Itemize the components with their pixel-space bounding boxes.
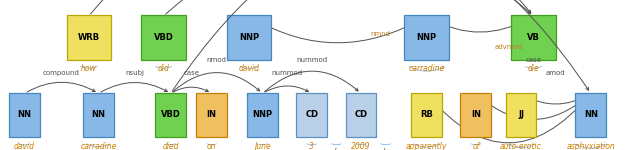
Text: NN: NN (18, 110, 31, 119)
FancyBboxPatch shape (575, 93, 606, 137)
Text: auto-erotic: auto-erotic (500, 142, 542, 150)
Text: advmod: advmod (495, 44, 523, 50)
Text: nummod: nummod (271, 70, 303, 76)
Text: how: how (81, 64, 97, 73)
Text: nsubj: nsubj (125, 70, 144, 76)
FancyBboxPatch shape (404, 15, 449, 60)
Text: die: die (527, 64, 540, 73)
Text: apparently: apparently (406, 142, 447, 150)
Text: NNP: NNP (417, 33, 436, 42)
Text: did: did (157, 64, 170, 73)
Text: IN: IN (471, 110, 481, 119)
Text: carradine: carradine (80, 142, 116, 150)
Text: CD: CD (355, 110, 367, 119)
Text: CD: CD (305, 110, 318, 119)
Text: on: on (207, 142, 216, 150)
FancyBboxPatch shape (247, 93, 278, 137)
Text: June: June (254, 142, 271, 150)
FancyBboxPatch shape (83, 93, 114, 137)
Text: JJ: JJ (518, 110, 524, 119)
FancyBboxPatch shape (156, 93, 186, 137)
Text: died: died (163, 142, 179, 150)
Text: NN: NN (584, 110, 598, 119)
FancyBboxPatch shape (506, 93, 536, 137)
Text: NNP: NNP (253, 110, 273, 119)
FancyBboxPatch shape (346, 93, 376, 137)
Text: 2009: 2009 (351, 142, 371, 150)
Text: david: david (14, 142, 35, 150)
Text: carradine: carradine (408, 64, 445, 73)
FancyBboxPatch shape (511, 15, 556, 60)
Text: asphyxiation: asphyxiation (566, 142, 615, 150)
Text: WRB: WRB (78, 33, 100, 42)
Text: case: case (525, 57, 541, 63)
Text: NN: NN (92, 110, 106, 119)
Text: nmod: nmod (371, 30, 390, 36)
Text: RB: RB (420, 110, 433, 119)
Text: nmod: nmod (207, 57, 227, 63)
Text: case: case (183, 70, 199, 76)
Text: ,: , (335, 142, 337, 150)
FancyBboxPatch shape (9, 93, 40, 137)
Text: of: of (472, 142, 479, 150)
Text: ,: , (385, 142, 387, 150)
Text: david: david (238, 64, 259, 73)
FancyBboxPatch shape (296, 93, 327, 137)
Text: 3: 3 (309, 142, 314, 150)
FancyBboxPatch shape (196, 93, 227, 137)
FancyBboxPatch shape (412, 93, 442, 137)
FancyBboxPatch shape (460, 93, 492, 137)
Text: VBD: VBD (154, 33, 173, 42)
FancyBboxPatch shape (67, 15, 111, 60)
Text: amod: amod (546, 70, 566, 76)
FancyBboxPatch shape (227, 15, 271, 60)
Text: nummod: nummod (296, 57, 327, 63)
Text: NNP: NNP (239, 33, 259, 42)
Text: IN: IN (207, 110, 217, 119)
Text: VBD: VBD (161, 110, 180, 119)
FancyBboxPatch shape (141, 15, 186, 60)
Text: compound: compound (43, 70, 80, 76)
Text: VB: VB (527, 33, 540, 42)
